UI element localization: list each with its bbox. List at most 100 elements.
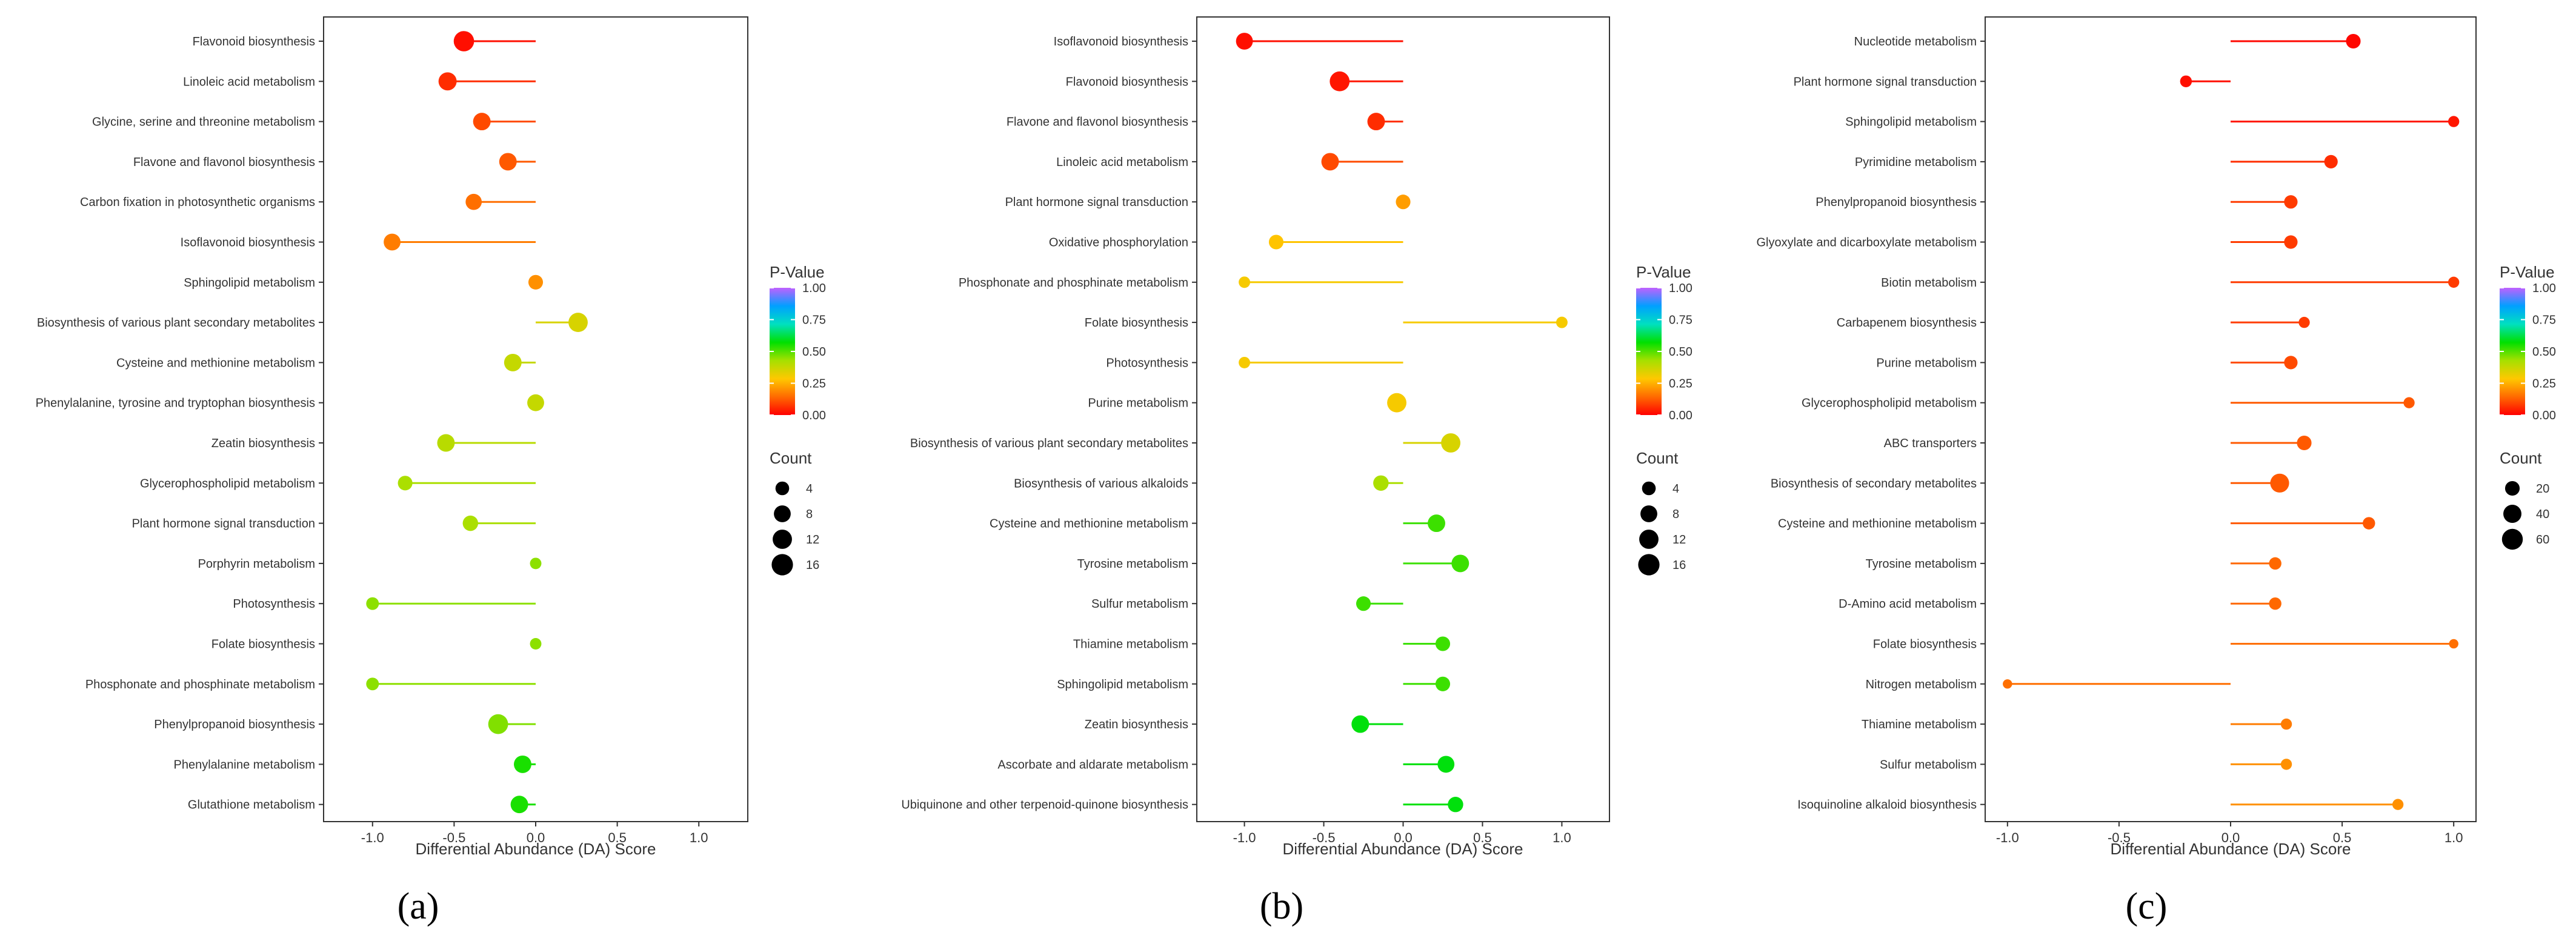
colorbar-tick-label: 0.50 — [802, 345, 826, 359]
lollipop-point — [2270, 473, 2289, 493]
lollipop-point — [2297, 435, 2312, 451]
colorbar-tick-label: 0.25 — [1669, 377, 1692, 391]
category-label: Porphyrin metabolism — [198, 557, 315, 571]
category-label: Phosphonate and phosphinate metabolism — [959, 276, 1188, 290]
category-label: Isoquinoline alkaloid biosynthesis — [1797, 799, 1977, 812]
legend-size-label: 60 — [2536, 533, 2549, 547]
lollipop-point — [1437, 756, 1455, 773]
lollipop-point — [2392, 799, 2404, 810]
category-label: Plant hormone signal transduction — [132, 517, 315, 531]
legend-size-label: 16 — [806, 559, 819, 572]
category-label: Phosphonate and phosphinate metabolism — [85, 678, 315, 691]
panel-c: -1.0 -0.5 0.0 0.5 1.0 Nucleotide metabolism Pl… — [1756, 16, 2556, 927]
colorbar-tick-label: 1.00 — [1669, 282, 1692, 295]
x-tick-label: -0.5 — [1313, 830, 1336, 845]
category-label: Folate biosynthesis — [211, 638, 315, 651]
category-label: Phenylpropanoid biosynthesis — [154, 718, 315, 731]
category-label: Tyrosine metabolism — [1077, 557, 1188, 571]
legend-count-title: Count — [1636, 449, 1679, 467]
category-label: Zeatin biosynthesis — [1085, 718, 1188, 731]
category-label: Ubiquinone and other terpenoid-quinone b… — [901, 799, 1188, 812]
x-tick-label: 0.5 — [2333, 830, 2352, 845]
lollipop-point — [1367, 113, 1385, 131]
lollipop-point — [499, 153, 517, 171]
lollipop-point — [1435, 676, 1451, 691]
category-label: Cysteine and methionine metabolism — [116, 356, 315, 370]
lollipop-point — [488, 714, 508, 734]
lollipop-point — [366, 597, 379, 610]
lollipop-point — [1556, 316, 1568, 328]
lollipop-point — [366, 677, 379, 691]
category-label: Thiamine metabolism — [1862, 718, 1977, 731]
panel-label: (a) — [398, 886, 439, 927]
category-label: Sphingolipid metabolism — [184, 276, 315, 290]
category-label: Folate biosynthesis — [1085, 316, 1188, 330]
legend-size-point — [773, 530, 792, 549]
category-label: Isoflavonoid biosynthesis — [181, 236, 315, 250]
panel-label: (c) — [2126, 886, 2168, 927]
lollipop-point — [2284, 356, 2298, 370]
legend-size-label: 12 — [1672, 533, 1686, 547]
legend-size-point — [775, 481, 790, 496]
legend-size-point — [2504, 480, 2520, 496]
legend-size-point — [2503, 505, 2521, 523]
colorbar-tick-label: 1.00 — [2532, 282, 2556, 295]
category-label: Glutathione metabolism — [188, 799, 315, 812]
lollipop-point — [473, 113, 491, 131]
lollipop-point — [2284, 195, 2298, 209]
lollipop-point — [514, 755, 531, 773]
lollipop-point — [530, 638, 542, 650]
category-label: Flavone and flavonol biosynthesis — [1007, 116, 1188, 129]
lollipop-point — [2363, 517, 2375, 530]
legend-pvalue-title: P-Value — [770, 263, 825, 281]
legend-pvalue-title: P-Value — [1636, 263, 1691, 281]
lollipop-point — [2280, 718, 2292, 730]
category-label: Glycerophospholipid metabolism — [1802, 397, 1977, 410]
lollipop-point — [1321, 153, 1339, 171]
colorbar-tick-label: 0.75 — [802, 314, 826, 327]
x-tick-label: -1.0 — [361, 830, 384, 845]
category-label: Tyrosine metabolism — [1866, 557, 1977, 571]
lollipop-point — [528, 274, 544, 290]
category-label: Carbon fixation in photosynthetic organi… — [80, 196, 315, 209]
category-label: Pyrimidine metabolism — [1855, 156, 1977, 169]
category-label: Phenylalanine, tyrosine and tryptophan b… — [36, 397, 315, 410]
category-label: Folate biosynthesis — [1873, 638, 1977, 651]
category-label: Sulfur metabolism — [1091, 597, 1188, 611]
colorbar-tick-label: 0.25 — [802, 377, 826, 391]
category-label: Plant hormone signal transduction — [1794, 75, 1977, 88]
legend-size-point — [2501, 528, 2523, 550]
legend-count-title: Count — [770, 449, 812, 467]
legend-count-title: Count — [2500, 449, 2542, 467]
lollipop-layer: -1.0 -0.5 0.0 0.5 1.0 Flavonoid biosynthesis L… — [36, 31, 708, 845]
lollipop-point — [510, 796, 528, 814]
lollipop-point — [2448, 116, 2460, 127]
lollipop-layer: -1.0 -0.5 0.0 0.5 1.0 Isoflavonoid biosynthes… — [901, 33, 1571, 845]
colorbar-tick-label: 1.00 — [802, 282, 826, 295]
category-label: Linoleic acid metabolism — [183, 75, 315, 88]
x-tick-label: 0.5 — [608, 830, 627, 845]
legend-size-point — [1642, 481, 1656, 496]
x-axis-label: Differential Abundance (DA) Score — [1283, 840, 1523, 858]
category-label: Cysteine and methionine metabolism — [1778, 517, 1977, 531]
x-tick-label: -1.0 — [1233, 830, 1256, 845]
legend-size-label: 4 — [1672, 482, 1679, 496]
category-label: Biosynthesis of various alkaloids — [1014, 477, 1188, 490]
category-label: Plant hormone signal transduction — [1005, 196, 1188, 209]
legend-size-label: 20 — [2536, 482, 2549, 496]
legend-size-label: 4 — [806, 482, 813, 496]
category-label: Photosynthesis — [233, 597, 315, 611]
x-tick-label: 1.0 — [2445, 830, 2463, 845]
plot-frame — [1196, 16, 1610, 822]
lollipop-point — [398, 476, 413, 491]
category-label: Biosynthesis of secondary metabolites — [1771, 477, 1977, 490]
category-label: ABC transporters — [1884, 437, 1977, 450]
category-label: Isoflavonoid biosynthesis — [1054, 35, 1188, 48]
x-tick-label: 0.0 — [527, 830, 545, 845]
category-label: Cysteine and methionine metabolism — [990, 517, 1188, 531]
lollipop-point — [2269, 557, 2281, 570]
lollipop-point — [1451, 554, 1469, 573]
panel-label: (b) — [1260, 886, 1303, 927]
category-label: Sphingolipid metabolism — [1057, 678, 1188, 691]
